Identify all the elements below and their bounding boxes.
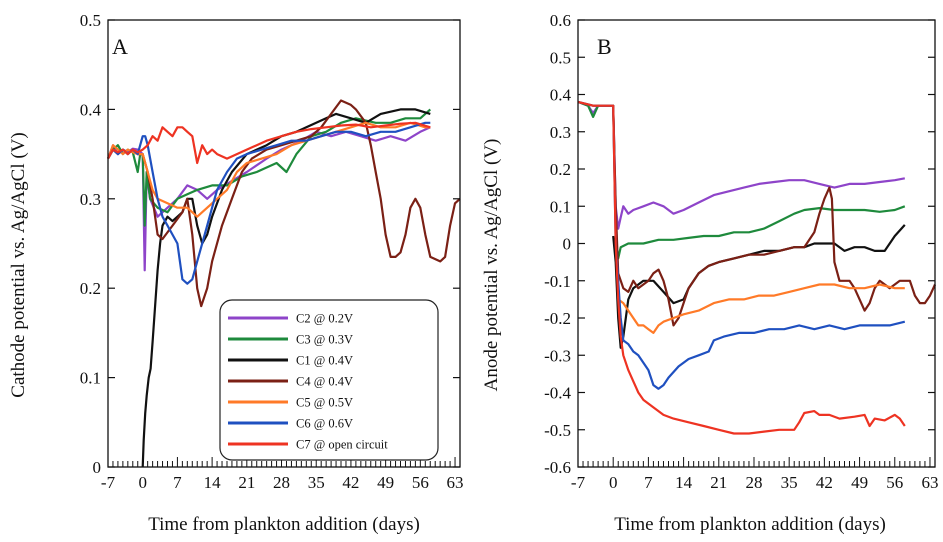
panel-b-x-tick-label: 7 <box>644 473 653 492</box>
panel-b-series-line-4 <box>577 100 937 327</box>
panel-a-y-tick-label: 0.3 <box>80 190 101 209</box>
panel-a-y-tick-label: 0.5 <box>80 11 101 30</box>
panel-b-y-tick-label: -0.2 <box>544 309 571 328</box>
panel-b-y-tick-label: -0.3 <box>544 346 571 365</box>
panel-a-x-tick-label: 63 <box>447 473 464 492</box>
panel-a-y-tick-label: 0.2 <box>80 279 101 298</box>
panel-a-x-tick-label: 7 <box>173 473 182 492</box>
panel-a-x-tick-label: 49 <box>377 473 394 492</box>
panel-b-y-tick-label: -0.5 <box>544 421 571 440</box>
panel-b-series-line-7 <box>577 100 906 435</box>
panel-a-y-tick-label: 0.4 <box>80 100 102 119</box>
panel-a-series-lines <box>106 99 461 468</box>
legend-entry-label: C4 @ 0.4V <box>296 375 353 389</box>
panel-a-x-tick-label: -7 <box>101 473 116 492</box>
panel-b-y-tick-label: 0.2 <box>550 160 571 179</box>
panel-b-y-tick-label: 0.4 <box>550 86 572 105</box>
panel-b-y-tick-label: 0 <box>563 235 572 254</box>
legend-entry-label: C6 @ 0.6V <box>296 417 353 431</box>
panel-b-x-tick-label: 28 <box>745 473 762 492</box>
panel-a-y-tick-label: 0.1 <box>80 369 101 388</box>
panel-b-series-line-5 <box>617 283 905 334</box>
panel-b-x-tick-label: 49 <box>851 473 868 492</box>
panel-a-chart: A Cathode potential vs. Ag/AgCl (V) Time… <box>8 11 464 535</box>
panel-a-y-tick-label: 0 <box>93 458 102 477</box>
panel-b-x-axis-title: Time from plankton addition (days) <box>614 514 886 535</box>
panel-a-x-tick-label: 21 <box>238 473 255 492</box>
panel-b-x-tick-label: 63 <box>921 473 938 492</box>
panel-a-x-tick-label: 42 <box>342 473 359 492</box>
panel-b-x-tick-label: 56 <box>886 473 903 492</box>
panel-b-x-tick-label: 21 <box>710 473 727 492</box>
panel-b-x-tick-label: 14 <box>675 473 693 492</box>
panel-a-x-tick-label: 0 <box>138 473 147 492</box>
panel-a-label: A <box>112 34 128 59</box>
panel-b-x-tick-label: 0 <box>609 473 618 492</box>
panel-a-y-axis-title: Cathode potential vs. Ag/AgCl (V) <box>8 132 29 397</box>
panel-b-series-line-2 <box>577 100 906 260</box>
panel-a-x-tick-label: 14 <box>204 473 222 492</box>
legend-entry-label: C3 @ 0.3V <box>296 333 353 347</box>
panel-b-y-tick-label: 0.6 <box>550 11 571 30</box>
panel-a-series-line-6 <box>107 121 431 285</box>
legend-entry-label: C5 @ 0.5V <box>296 396 353 410</box>
panel-b-x-tick-label: -7 <box>571 473 586 492</box>
panel-b-y-tick-label: 0.5 <box>550 48 571 67</box>
legend-entry-label: C2 @ 0.2V <box>296 312 353 326</box>
panel-b-x-tick-label: 42 <box>816 473 833 492</box>
panel-b-y-tick-label: 0.3 <box>550 123 571 142</box>
panel-a-series-line-5 <box>106 121 431 218</box>
panel-b-y-tick-label: -0.4 <box>544 384 571 403</box>
panel-b-series-lines <box>577 100 937 435</box>
panel-b-label: B <box>597 34 612 59</box>
panel-a-series-line-7 <box>107 121 431 165</box>
panel-a-series-line-2 <box>107 108 432 227</box>
panel-a-x-axis-title: Time from plankton addition (days) <box>148 514 420 535</box>
panel-a-plot-frame <box>107 19 461 468</box>
panel-b-y-tick-label: 0.1 <box>550 197 571 216</box>
panel-b-y-tick-label: -0.6 <box>544 458 571 477</box>
panel-a-x-tick-label: 35 <box>308 473 325 492</box>
panel-a-x-tick-label: 56 <box>412 473 429 492</box>
chart-legend: C2 @ 0.2V C3 @ 0.3V C1 @ 0.4V C4 @ 0.4V C5 @… <box>219 299 439 461</box>
panel-b-y-tick-label: -0.1 <box>544 272 571 291</box>
legend-entry-label: C7 @ open circuit <box>296 438 388 452</box>
panel-a-series-line-4 <box>107 99 461 308</box>
panel-b-x-tick-label: 35 <box>781 473 798 492</box>
panel-b-series-line-6 <box>577 100 906 390</box>
panel-a-x-tick-label: 28 <box>273 473 290 492</box>
panel-b-y-axis-title: Anode potential vs. Ag/AgCl (V) <box>481 139 502 392</box>
legend-entry-label: C1 @ 0.4V <box>296 354 353 368</box>
panel-b-chart: B Anode potential vs. Ag/AgCl (V) Time f… <box>481 11 938 535</box>
